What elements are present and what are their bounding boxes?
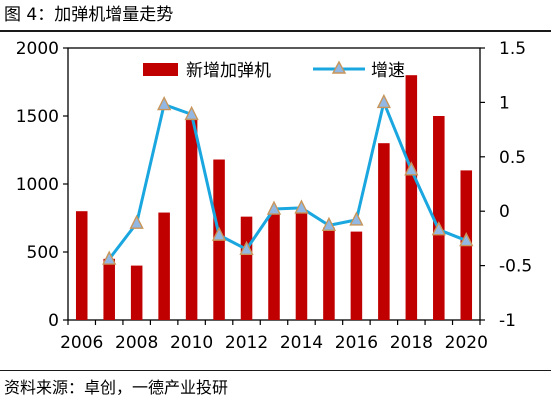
- left-tick-label: 1000: [16, 175, 59, 195]
- right-tick-label: -0.5: [499, 257, 532, 277]
- bar-2018: [405, 75, 418, 320]
- growth-point-2007: [102, 250, 117, 265]
- bar-series: [75, 75, 473, 320]
- bar-2019: [433, 116, 445, 320]
- growth-point-2015: [321, 216, 337, 232]
- title-divider: [0, 30, 551, 32]
- growth-point-2018: [404, 161, 419, 176]
- bar-2017: [378, 143, 390, 320]
- combo-chart: 0 500 1000 1500 2000 -1 -0.5 0 0.5 1 1.5 2006 2008…: [16, 39, 532, 353]
- legend: 新增加弹机 增速: [143, 60, 405, 81]
- x-tick-label: 2012: [225, 333, 268, 353]
- bar-2016: [350, 231, 363, 320]
- growth-point-2011: [211, 226, 227, 241]
- x-tick-label: 2006: [60, 333, 103, 353]
- growth-point-2016: [349, 211, 364, 226]
- x-axis: 2006 2008 2010 2012 2014 2016 2018 2020: [60, 320, 488, 353]
- growth-point-2008: [129, 214, 144, 229]
- bar-2007: [103, 258, 115, 320]
- bar-2013: [268, 213, 280, 320]
- right-axis: -1 -0.5 0 0.5 1 1.5: [480, 39, 532, 331]
- right-tick-label: 1.5: [499, 39, 526, 59]
- growth-point-2010: [184, 105, 199, 121]
- growth-point-2009: [157, 96, 172, 111]
- source-divider: [0, 370, 551, 371]
- growth-point-2020: [459, 232, 474, 247]
- bar-2012: [240, 216, 253, 320]
- left-tick-label: 1500: [16, 107, 59, 127]
- figure-source: 资料来源：卓创，一德产业投研: [4, 378, 229, 397]
- bar-2010: [185, 118, 198, 320]
- left-tick-label: 500: [27, 243, 59, 263]
- x-tick-label: 2010: [170, 333, 213, 353]
- right-tick-label: 0: [499, 202, 510, 222]
- x-tick-label: 2014: [280, 333, 323, 353]
- left-axis: 0 500 1000 1500 2000: [16, 39, 68, 331]
- left-tick-label: 0: [48, 311, 59, 331]
- x-tick-label: 2020: [445, 333, 488, 353]
- bar-2014: [295, 211, 308, 320]
- x-tick-label: 2018: [390, 333, 433, 353]
- bar-2015: [323, 227, 335, 320]
- x-tick-label: 2008: [115, 333, 158, 353]
- figure-title: 图 4：加弹机增量走势: [4, 5, 174, 25]
- line-series: [102, 93, 474, 265]
- bar-2008: [130, 265, 143, 320]
- growth-point-2017: [376, 93, 391, 109]
- right-tick-label: 0.5: [499, 148, 526, 168]
- growth-point-2012: [239, 240, 254, 255]
- right-tick-label: -1: [499, 311, 516, 331]
- right-tick-label: 1: [499, 93, 510, 113]
- legend-bar-label: 新增加弹机: [186, 61, 271, 81]
- growth-point-2019: [431, 221, 446, 236]
- bar-2009: [158, 212, 170, 320]
- legend-line-marker: [331, 60, 347, 74]
- growth-point-2014: [294, 199, 309, 214]
- growth-point-2013: [266, 200, 282, 215]
- legend-line-label: 增速: [371, 61, 405, 81]
- x-tick-label: 2016: [335, 333, 378, 353]
- left-tick-label: 2000: [16, 39, 59, 59]
- bar-2006: [75, 211, 88, 320]
- legend-bar-swatch: [143, 63, 178, 76]
